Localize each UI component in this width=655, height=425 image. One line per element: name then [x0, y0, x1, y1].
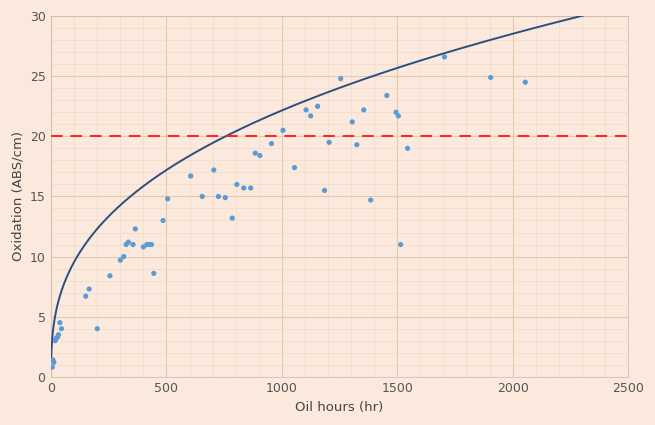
Point	[81, 293, 91, 300]
Point	[52, 334, 63, 340]
Point	[146, 241, 157, 248]
Point	[84, 286, 94, 292]
Point	[391, 109, 402, 116]
Point	[255, 152, 265, 159]
Point	[197, 193, 208, 200]
Point	[305, 113, 316, 119]
Point	[50, 337, 60, 344]
X-axis label: Oil hours (hr): Oil hours (hr)	[295, 401, 384, 414]
Point	[324, 139, 335, 146]
Point	[119, 253, 129, 260]
Point	[402, 145, 413, 152]
Point	[319, 187, 329, 194]
Point	[382, 92, 392, 99]
Point	[238, 184, 249, 191]
Point	[138, 244, 149, 250]
Point	[335, 75, 346, 82]
Point	[47, 364, 58, 371]
Point	[232, 181, 242, 188]
Point	[358, 107, 369, 113]
Point	[149, 270, 159, 277]
Point	[266, 140, 276, 147]
Point	[48, 359, 59, 366]
Point	[92, 325, 102, 332]
Point	[220, 194, 231, 201]
Point	[393, 113, 403, 119]
Point	[54, 319, 65, 326]
Point	[185, 173, 196, 179]
Y-axis label: Oxidation (ABS/cm): Oxidation (ABS/cm)	[11, 131, 24, 261]
Point	[485, 74, 496, 81]
Point	[130, 226, 141, 232]
Point	[227, 215, 238, 221]
Point	[213, 193, 223, 200]
Point	[121, 241, 132, 248]
Point	[396, 241, 406, 248]
Point	[105, 272, 115, 279]
Point	[51, 335, 62, 342]
Point	[440, 54, 450, 60]
Point	[115, 257, 126, 264]
Point	[347, 119, 358, 125]
Point	[250, 150, 261, 156]
Point	[290, 164, 300, 171]
Point	[128, 241, 138, 248]
Point	[48, 357, 58, 363]
Point	[144, 241, 155, 248]
Point	[520, 79, 531, 85]
Point	[123, 239, 134, 246]
Point	[365, 197, 376, 204]
Point	[301, 107, 311, 113]
Point	[246, 184, 256, 191]
Point	[278, 127, 288, 134]
Point	[141, 241, 152, 248]
Point	[56, 325, 67, 332]
Point	[158, 217, 168, 224]
Point	[208, 167, 219, 173]
Point	[53, 332, 64, 338]
Point	[352, 142, 362, 148]
Point	[312, 103, 323, 110]
Point	[162, 196, 173, 202]
